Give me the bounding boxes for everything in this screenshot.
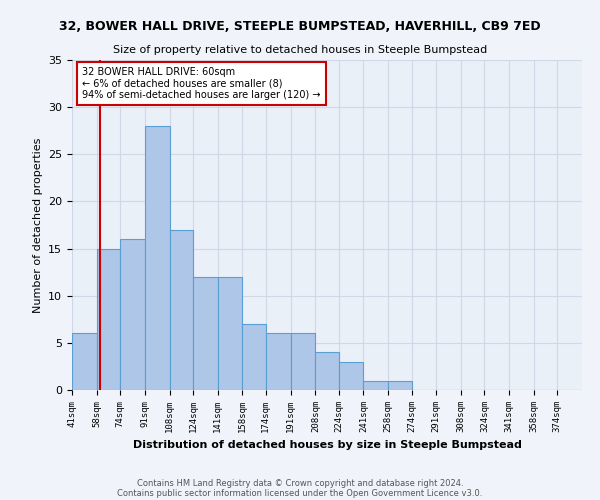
Y-axis label: Number of detached properties: Number of detached properties [32,138,43,312]
Bar [388,380,412,390]
X-axis label: Distribution of detached houses by size in Steeple Bumpstead: Distribution of detached houses by size … [133,440,521,450]
Bar [290,334,316,390]
Bar [120,239,145,390]
Text: 32, BOWER HALL DRIVE, STEEPLE BUMPSTEAD, HAVERHILL, CB9 7ED: 32, BOWER HALL DRIVE, STEEPLE BUMPSTEAD,… [59,20,541,33]
Bar [338,362,364,390]
Bar [266,334,290,390]
Bar [218,277,242,390]
Bar [316,352,338,390]
Bar [97,248,120,390]
Bar [193,277,218,390]
Bar [170,230,193,390]
Bar [145,126,170,390]
Bar [364,380,388,390]
Text: 32 BOWER HALL DRIVE: 60sqm
← 6% of detached houses are smaller (8)
94% of semi-d: 32 BOWER HALL DRIVE: 60sqm ← 6% of detac… [82,66,320,100]
Text: Size of property relative to detached houses in Steeple Bumpstead: Size of property relative to detached ho… [113,45,487,55]
Text: Contains public sector information licensed under the Open Government Licence v3: Contains public sector information licen… [118,488,482,498]
Bar [72,334,97,390]
Text: Contains HM Land Registry data © Crown copyright and database right 2024.: Contains HM Land Registry data © Crown c… [137,478,463,488]
Bar [242,324,266,390]
